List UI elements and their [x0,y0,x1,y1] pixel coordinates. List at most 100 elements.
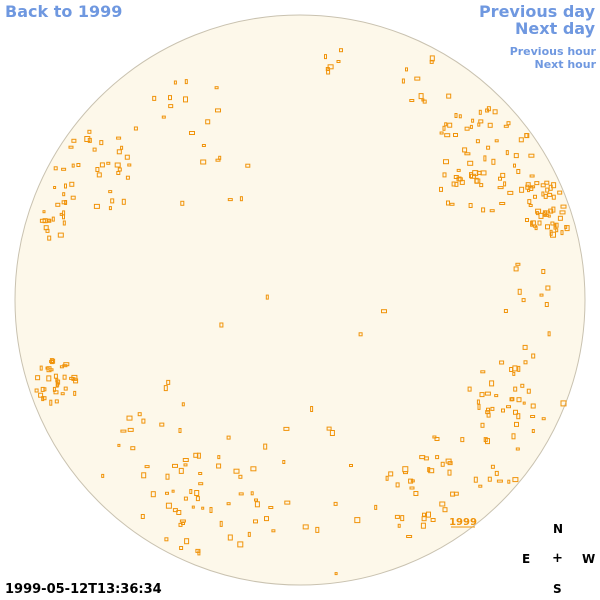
feature-mark [467,386,472,392]
feature-mark [324,54,327,60]
previous-day-link[interactable]: Previous day [478,2,595,21]
feature-mark [446,200,450,206]
feature-mark [447,469,452,476]
feature-mark [456,168,461,172]
feature-mark [539,293,544,297]
feature-mark [46,375,52,382]
feature-mark [38,392,44,398]
feature-mark [238,474,243,479]
feature-mark [559,210,566,215]
feature-mark [339,48,343,53]
feature-mark [178,428,182,433]
feature-mark [165,502,172,509]
feature-mark [51,216,55,222]
feature-mark [512,477,519,483]
feature-mark [550,231,556,238]
feature-mark [219,520,223,527]
feature-mark [503,181,507,187]
feature-mark [551,194,556,200]
back-to-year-link[interactable]: Back to 1999 [5,2,123,21]
feature-mark [541,269,546,274]
feature-mark [53,390,59,395]
feature-mark [531,353,536,359]
feature-mark [517,365,521,372]
feature-mark [477,403,481,410]
compass-west: W [582,552,596,566]
feature-mark [141,418,146,424]
feature-mark [43,225,49,231]
feature-mark [506,121,511,126]
feature-mark [124,154,130,160]
feature-mark [442,507,448,513]
feature-mark [99,140,104,146]
feature-mark [137,412,142,417]
previous-hour-link[interactable]: Previous hour [509,45,596,58]
feature-mark [49,399,53,406]
feature-mark [315,526,320,533]
feature-mark [464,152,471,156]
feature-mark [503,309,508,313]
feature-mark [444,122,448,127]
feature-mark [201,506,205,510]
year-marker-link[interactable]: 1999 [449,517,477,528]
feature-mark [468,203,473,208]
feature-mark [560,204,567,209]
feature-mark [349,464,353,467]
feature-mark [443,159,449,165]
feature-mark [172,508,178,513]
feature-mark [490,406,495,411]
feature-mark [486,145,491,150]
feature-mark [513,163,516,168]
feature-mark [96,172,102,178]
feature-mark [216,463,222,469]
feature-mark [63,386,68,391]
feature-mark [69,181,75,187]
feature-mark [209,507,213,513]
feature-mark [507,479,511,484]
feature-mark [39,365,43,371]
feature-mark [394,514,400,519]
feature-mark [47,235,52,241]
feature-mark [166,379,171,385]
next-hour-link[interactable]: Next hour [534,58,597,71]
feature-mark [513,409,518,415]
compass-east: E [522,552,531,566]
feature-mark [184,538,190,545]
compass-south: S [553,582,562,596]
feature-mark [133,126,138,131]
feature-mark [54,399,59,404]
feature-mark [564,225,570,232]
feature-mark [181,522,185,525]
feature-mark [478,484,483,488]
feature-mark [544,210,551,214]
feature-mark [535,211,539,216]
feature-mark [406,535,413,538]
feature-mark [183,463,188,467]
feature-mark [263,443,268,450]
feature-mark [492,109,498,115]
feature-mark [172,463,178,468]
feature-mark [62,210,66,216]
feature-mark [418,93,424,100]
feature-mark [511,433,516,440]
feature-mark [548,208,554,214]
feature-mark [195,496,200,502]
feature-mark [419,455,426,460]
feature-mark [422,512,426,517]
feature-mark [486,407,490,412]
feature-mark [444,133,451,138]
feature-mark [428,468,435,474]
feature-mark [446,93,452,99]
feature-mark [42,396,47,401]
feature-mark [534,181,540,186]
feature-mark [59,365,64,369]
feature-mark [555,228,559,233]
feature-mark [485,410,491,415]
feature-mark [114,162,121,168]
feature-mark [62,374,67,380]
feature-mark [374,504,378,510]
next-day-link[interactable]: Next day [515,19,595,38]
feature-mark [456,176,462,182]
feature-mark [63,362,70,367]
feature-mark [529,174,535,178]
